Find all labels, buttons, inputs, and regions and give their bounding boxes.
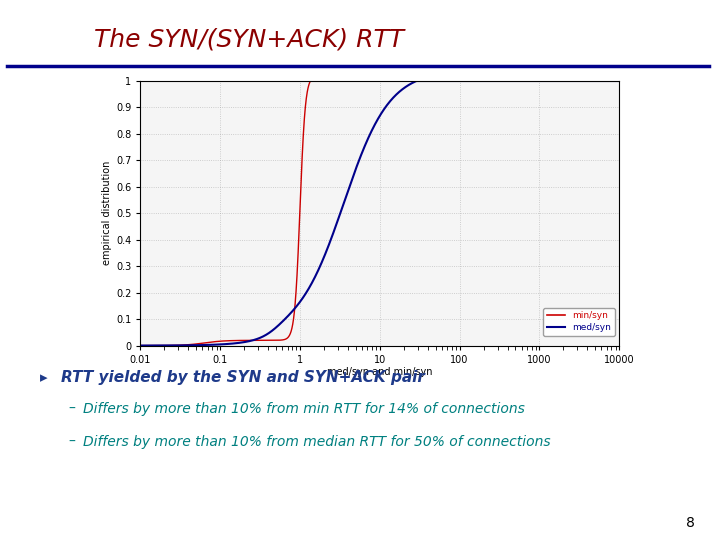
Line: min/syn: min/syn <box>140 81 619 346</box>
Text: Differs by more than 10% from median RTT for 50% of connections: Differs by more than 10% from median RTT… <box>83 435 550 449</box>
X-axis label: med/syn and min/syn: med/syn and min/syn <box>327 367 433 377</box>
med/syn <box>606 78 614 84</box>
min/syn <box>219 338 228 344</box>
med/syn <box>412 78 420 84</box>
Text: RTT yielded by the SYN and SYN+ACK pair: RTT yielded by the SYN and SYN+ACK pair <box>61 370 425 385</box>
med/syn <box>136 342 145 349</box>
min/syn <box>554 78 563 84</box>
min/syn <box>306 78 315 84</box>
med/syn <box>320 254 328 260</box>
Text: –: – <box>68 435 76 449</box>
Text: 8: 8 <box>686 516 695 530</box>
med/syn <box>554 78 563 84</box>
med/syn <box>341 197 349 204</box>
min/syn <box>191 341 199 347</box>
Y-axis label: empirical distribution: empirical distribution <box>102 161 112 266</box>
Legend: min/syn, med/syn: min/syn, med/syn <box>544 308 615 336</box>
min/syn <box>606 78 614 84</box>
Text: Differs by more than 10% from min RTT for 14% of connections: Differs by more than 10% from min RTT fo… <box>83 402 525 416</box>
min/syn <box>341 78 349 84</box>
Line: med/syn: med/syn <box>140 81 619 346</box>
Text: –: – <box>68 402 76 416</box>
med/syn <box>191 342 199 348</box>
med/syn <box>615 78 624 84</box>
Text: The SYN/(SYN+ACK) RTT: The SYN/(SYN+ACK) RTT <box>94 27 404 51</box>
med/syn <box>219 341 228 347</box>
min/syn <box>615 78 624 84</box>
min/syn <box>136 342 145 349</box>
Text: ▸: ▸ <box>40 370 48 385</box>
min/syn <box>320 78 328 84</box>
